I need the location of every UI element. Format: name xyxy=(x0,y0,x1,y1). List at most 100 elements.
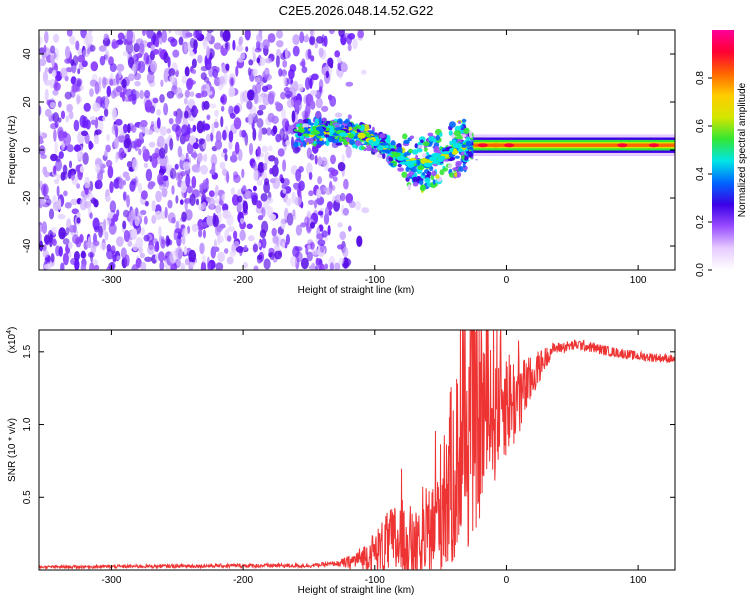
spectrogram-cell xyxy=(306,162,313,176)
spectrogram-cell xyxy=(44,67,49,73)
spectrogram-cell xyxy=(282,60,288,68)
spectrogram-cell xyxy=(65,227,70,236)
spectrogram-cell xyxy=(310,262,316,270)
spectrogram-cell xyxy=(111,38,117,50)
spectrogram-cell xyxy=(156,109,162,116)
spectrogram-cell xyxy=(86,192,94,201)
spectrogram-signal-cell xyxy=(308,122,314,126)
spectrogram-cell xyxy=(306,210,312,218)
spectrogram-signal-cell xyxy=(347,123,352,128)
spectrogram-cell xyxy=(71,83,79,93)
snr-frame xyxy=(38,329,676,571)
spectrogram-signal-cell xyxy=(412,176,418,183)
spectrogram-cell xyxy=(39,47,45,55)
spectrogram-signal-cell xyxy=(412,181,419,187)
spectrogram-cell xyxy=(105,195,111,202)
spectrogram-cell xyxy=(115,126,119,139)
spectrogram-signal-cell xyxy=(411,149,419,155)
spectrogram-cell xyxy=(247,113,254,125)
spectrogram-cell xyxy=(112,213,119,222)
spectrogram-cell xyxy=(203,153,208,162)
spectrogram-cell xyxy=(146,30,154,39)
spectrogram-cell xyxy=(87,236,92,249)
spectrogram-cell xyxy=(311,249,320,256)
spectrogram-cell xyxy=(292,45,300,57)
spectrogram-cell xyxy=(76,183,81,189)
spectrogram-cell xyxy=(206,45,210,59)
x-tick-label: -200 xyxy=(233,275,253,286)
spectrogram-cell xyxy=(225,63,230,71)
spectrogram-cell xyxy=(190,262,196,268)
spectrogram-cell xyxy=(168,118,174,125)
spectrogram-cell xyxy=(222,30,230,42)
spectrogram-cell xyxy=(342,207,349,216)
spectrogram-cell xyxy=(195,198,200,206)
spectrogram-cell xyxy=(58,130,65,142)
spectrogram-signal-cell xyxy=(403,139,410,145)
spectrogram-cell xyxy=(81,130,88,137)
spectrogram-cell xyxy=(253,169,259,182)
spectrogram-carrier-band xyxy=(473,143,675,147)
spectrogram-cell xyxy=(244,30,251,41)
spectrogram-cell xyxy=(195,92,203,99)
spectrogram-cell xyxy=(317,239,326,247)
spectrogram-cell xyxy=(226,170,230,184)
spectrogram-cell xyxy=(184,110,189,119)
spectrogram-cell xyxy=(88,189,92,195)
spectrogram-signal-cell xyxy=(397,167,404,172)
spectrogram-cell xyxy=(56,185,60,197)
spectrogram-cell xyxy=(45,198,52,206)
spectrogram-cell xyxy=(231,194,240,206)
spectrogram-cell xyxy=(242,200,248,214)
spectrogram-cell xyxy=(195,108,199,114)
snr-scale-suffix: ) xyxy=(7,327,18,330)
spectrogram-signal-cell xyxy=(463,156,469,161)
spectrogram-cell xyxy=(68,160,73,169)
spectrogram-cell xyxy=(60,110,66,120)
spectrogram-cell xyxy=(70,59,75,66)
spectrogram-cell xyxy=(246,223,253,230)
spectrogram-cell xyxy=(285,140,291,146)
spectrogram-cell xyxy=(229,154,238,163)
spectrogram-signal-cell xyxy=(382,152,386,160)
spectrogram-cell xyxy=(166,90,175,99)
spectrogram-cell xyxy=(115,85,123,93)
spectrogram-signal-core xyxy=(429,156,438,162)
spectrogram-cell xyxy=(186,185,193,194)
spectrogram-signal-core xyxy=(377,145,384,151)
spectrogram-cell xyxy=(229,249,237,257)
spectrogram-cell xyxy=(342,246,349,258)
spectrogram-cell xyxy=(282,74,287,87)
spectrogram-cell xyxy=(266,127,272,136)
spectrogram-cell xyxy=(211,122,215,135)
spectrogram-cell xyxy=(314,42,319,49)
spectrogram-cell xyxy=(121,78,127,89)
spectrogram-cell xyxy=(122,171,130,178)
spectrogram-signal-cell xyxy=(422,153,427,158)
spectrogram-cell xyxy=(73,119,80,132)
spectrogram-cell xyxy=(213,246,220,252)
spectrogram-signal-core xyxy=(366,134,371,138)
spectrogram-cell xyxy=(80,250,86,259)
spectrogram-cell xyxy=(122,220,127,230)
spectrogram-cell xyxy=(51,54,55,68)
spectrogram-cell xyxy=(80,30,87,39)
spectrogram-cell xyxy=(291,136,294,150)
spectrogram-cell xyxy=(324,263,329,270)
spectrogram-cell xyxy=(328,94,333,101)
spectrogram-signal-cell xyxy=(420,139,424,144)
spectrogram-cell xyxy=(172,49,180,58)
spectrogram-cell xyxy=(229,76,235,87)
spectrogram-cell xyxy=(48,208,55,220)
y-tick-label: 40 xyxy=(22,48,33,60)
spectrogram-cell xyxy=(85,32,93,46)
spectrogram-cell xyxy=(191,176,197,189)
spectrogram-signal-cell xyxy=(461,134,467,138)
spectrogram-cell xyxy=(241,168,245,179)
spectrogram-cell xyxy=(256,242,262,248)
spectrogram-cell xyxy=(262,162,268,171)
spectrogram-cell xyxy=(154,243,160,253)
spectrogram-signal-cell xyxy=(363,124,370,132)
spectrogram-cell xyxy=(222,129,227,141)
